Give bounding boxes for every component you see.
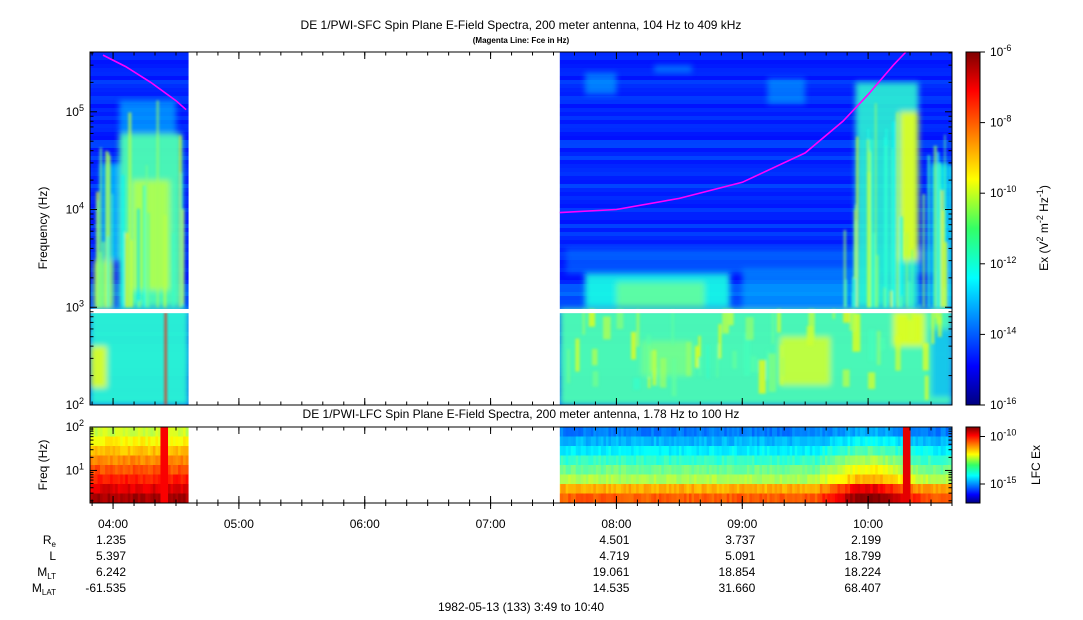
lfc-y-axis: 101 102 bbox=[66, 418, 952, 502]
time-tick-label-3: 07:00 bbox=[476, 517, 506, 531]
ephemeris-value: 5.397 bbox=[96, 549, 126, 563]
time-tick-label-0: 04:00 bbox=[98, 517, 128, 531]
ephemeris-value: 18.799 bbox=[844, 549, 881, 563]
ephemeris-row-label-3: MLAT bbox=[32, 581, 56, 597]
sfc-plot-frame bbox=[89, 51, 953, 406]
time-tick-label-1: 05:00 bbox=[224, 517, 254, 531]
sfc-colorbar bbox=[965, 51, 981, 406]
ephemeris-value: 4.501 bbox=[599, 533, 629, 547]
ephemeris-table: Re 1.235 4.501 3.737 2.199 L 5.397 4.719 5.091 18… bbox=[32, 533, 882, 597]
ephemeris-value: 19.061 bbox=[593, 565, 630, 579]
ephemeris-value: 1.235 bbox=[96, 533, 126, 547]
ephemeris-value: -61.535 bbox=[85, 581, 126, 595]
fce-line-segment-1 bbox=[559, 52, 907, 214]
sfc-colorbar-tick-5: 10-16 bbox=[990, 396, 1016, 412]
time-tick-label-6: 10:00 bbox=[853, 517, 883, 531]
time-tick-label-4: 08:00 bbox=[601, 517, 631, 531]
lfc-colorbar bbox=[965, 426, 981, 504]
lfc-colorbar-ticks: 10-10 10-15 bbox=[980, 428, 1016, 491]
sfc-title: DE 1/PWI-SFC Spin Plane E-Field Spectra,… bbox=[301, 18, 742, 32]
lfc-y-tick-label-1: 102 bbox=[66, 418, 84, 434]
sfc-colorbar-label: Ex (V2 m-2 Hz-1) bbox=[1035, 185, 1051, 271]
lfc-colorbar-label: LFC Ex bbox=[1029, 445, 1043, 485]
sfc-spectrogram bbox=[90, 52, 952, 405]
ephemeris-value: 68.407 bbox=[844, 581, 881, 595]
lfc-spectrogram bbox=[90, 427, 952, 503]
sfc-y-tick-label-0: 102 bbox=[66, 396, 84, 412]
ephemeris-row-label-2: MLT bbox=[37, 565, 56, 581]
sfc-subtitle: (Magenta Line: Fce in Hz) bbox=[473, 36, 570, 45]
sfc-colorbar-ticks: 10-6 10-8 10-10 10-12 10-14 10-16 bbox=[980, 43, 1016, 412]
ephemeris-value: 5.091 bbox=[725, 549, 755, 563]
ephemeris-value: 18.224 bbox=[844, 565, 881, 579]
sfc-colorbar-tick-1: 10-8 bbox=[990, 114, 1011, 130]
ephemeris-value: 3.737 bbox=[725, 533, 755, 547]
time-axis: 04:00 05:00 06:00 07:00 08:00 09:00 10:00 bbox=[91, 52, 953, 531]
sfc-y-tick-label-3: 105 bbox=[66, 103, 84, 119]
ephemeris-row-label-0: Re bbox=[43, 533, 57, 549]
ephemeris-row-label-1: L bbox=[49, 549, 56, 563]
lfc-y-tick-label-0: 101 bbox=[66, 461, 84, 477]
lfc-y-axis-label: Freq (Hz) bbox=[36, 440, 50, 491]
time-tick-label-5: 09:00 bbox=[727, 517, 757, 531]
time-tick-label-2: 06:00 bbox=[350, 517, 380, 531]
ephemeris-value: 6.242 bbox=[96, 565, 126, 579]
fce-line-segment-0 bbox=[102, 54, 187, 111]
ephemeris-value: 2.199 bbox=[851, 533, 881, 547]
lfc-colorbar-tick-1: 10-15 bbox=[990, 475, 1016, 491]
sfc-y-tick-label-1: 103 bbox=[66, 298, 84, 314]
lfc-title: DE 1/PWI-LFC Spin Plane E-Field Spectra,… bbox=[303, 407, 740, 421]
ephemeris-value: 14.535 bbox=[593, 581, 630, 595]
ephemeris-value: 31.660 bbox=[719, 581, 756, 595]
time-range-footer: 1982-05-13 (133) 3:49 to 10:40 bbox=[438, 600, 604, 614]
sfc-colorbar-tick-2: 10-10 bbox=[990, 184, 1016, 200]
sfc-y-tick-label-2: 104 bbox=[66, 201, 84, 217]
ephemeris-value: 4.719 bbox=[599, 549, 629, 563]
ephemeris-value: 18.854 bbox=[719, 565, 756, 579]
sfc-colorbar-tick-3: 10-12 bbox=[990, 255, 1016, 271]
sfc-colorbar-tick-4: 10-14 bbox=[990, 325, 1016, 341]
sfc-y-axis: 102 103 104 105 bbox=[66, 52, 952, 412]
sfc-y-axis-label: Frequency (Hz) bbox=[36, 187, 50, 270]
lfc-plot-frame bbox=[89, 426, 953, 504]
lfc-colorbar-tick-0: 10-10 bbox=[990, 428, 1016, 444]
sfc-colorbar-tick-0: 10-6 bbox=[990, 43, 1011, 59]
